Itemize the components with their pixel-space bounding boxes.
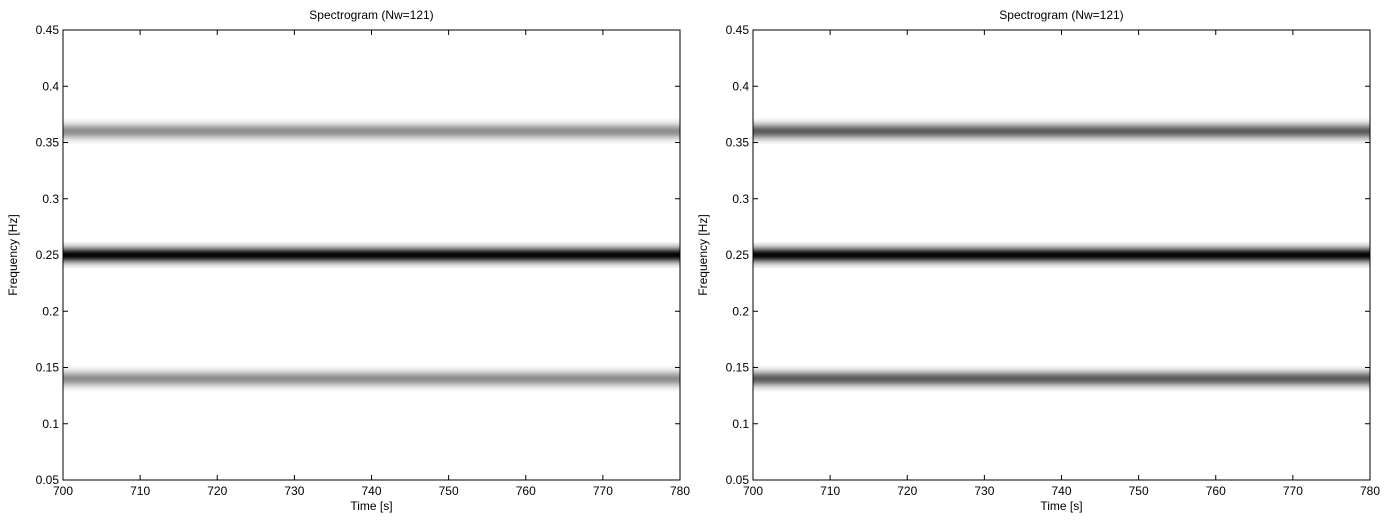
y-tick-label: 0.45 — [726, 23, 750, 37]
x-tick-label: 770 — [1283, 484, 1303, 498]
x-tick-label: 760 — [1206, 484, 1226, 498]
x-tick-label: 740 — [1051, 484, 1071, 498]
x-tick-label: 720 — [207, 484, 227, 498]
x-tick-label: 710 — [820, 484, 840, 498]
x-tick-label: 760 — [516, 484, 536, 498]
x-tick-label: 730 — [284, 484, 304, 498]
x-tick-label: 780 — [1360, 484, 1380, 498]
y-axis-label: Frequency [Hz] — [6, 214, 20, 295]
y-tick-label: 0.35 — [726, 136, 750, 150]
y-tick-label: 0.05 — [726, 473, 750, 487]
y-tick-label: 0.45 — [36, 23, 60, 37]
y-tick-label: 0.15 — [726, 361, 750, 375]
y-tick-label: 0.4 — [732, 79, 749, 93]
y-tick-label: 0.05 — [36, 473, 60, 487]
x-tick-label: 730 — [974, 484, 994, 498]
y-tick-label: 0.2 — [732, 304, 749, 318]
band-0.25hz — [63, 242, 680, 268]
y-tick-label: 0.25 — [726, 248, 750, 262]
y-tick-label: 0.1 — [42, 417, 59, 431]
band-0.36hz — [63, 118, 680, 145]
x-tick-label: 770 — [593, 484, 613, 498]
y-tick-label: 0.3 — [42, 192, 59, 206]
chart-title: Spectrogram (Nw=121) — [309, 8, 433, 22]
x-tick-label: 750 — [439, 484, 459, 498]
x-tick-label: 750 — [1129, 484, 1149, 498]
x-tick-label: 710 — [130, 484, 150, 498]
y-tick-label: 0.2 — [42, 304, 59, 318]
x-axis-label: Time [s] — [1040, 499, 1082, 513]
x-tick-label: 720 — [897, 484, 917, 498]
chart-title: Spectrogram (Nw=121) — [999, 8, 1123, 22]
y-tick-label: 0.25 — [36, 248, 60, 262]
y-tick-label: 0.4 — [42, 79, 59, 93]
x-axis-label: Time [s] — [350, 499, 392, 513]
band-0.25hz — [753, 242, 1370, 268]
x-tick-label: 780 — [670, 484, 690, 498]
spectrogram-panel-2: 700 710 720 730 740 750 760 770 780 0.05 0.1 0.15 0.… — [696, 8, 1380, 513]
y-axis-label: Frequency [Hz] — [696, 214, 710, 295]
y-tick-label: 0.15 — [36, 361, 60, 375]
band-0.14hz — [753, 365, 1370, 392]
x-tick-label: 700 — [743, 484, 763, 498]
x-tick-label: 740 — [361, 484, 381, 498]
x-tick-label: 700 — [53, 484, 73, 498]
y-tick-label: 0.1 — [732, 417, 749, 431]
y-tick-label: 0.3 — [732, 192, 749, 206]
y-tick-label: 0.35 — [36, 136, 60, 150]
band-0.36hz — [753, 118, 1370, 145]
band-0.14hz — [63, 365, 680, 392]
spectrogram-panel-1: 700 710 720 730 740 750 760 770 780 0.05 0.1 0.15 0.… — [6, 8, 690, 513]
